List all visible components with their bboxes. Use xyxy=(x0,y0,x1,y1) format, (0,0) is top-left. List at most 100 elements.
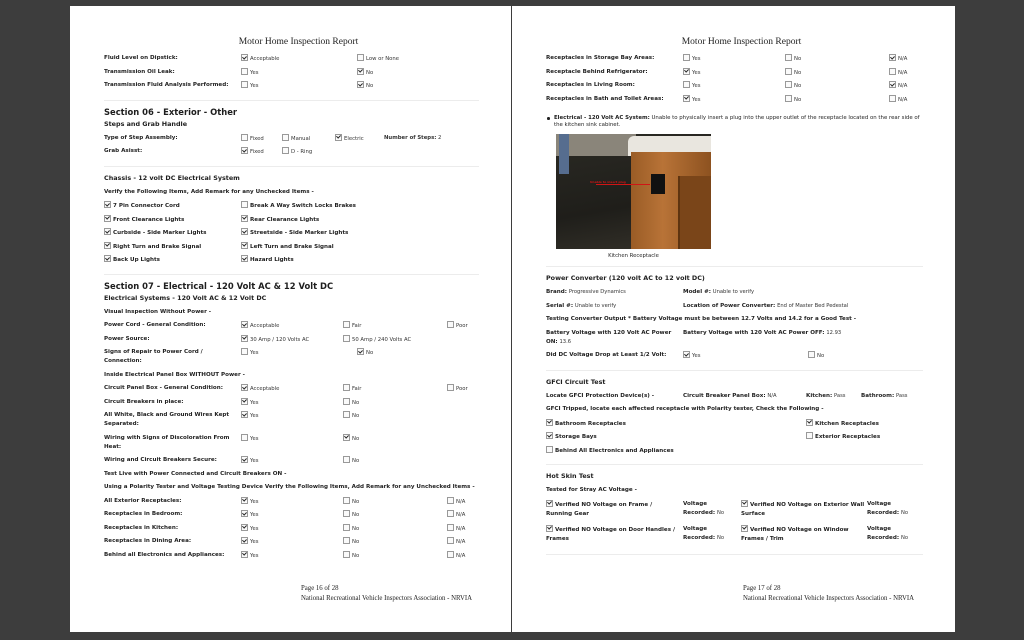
checklist-item[interactable]: Left Turn and Brake Signal xyxy=(241,241,334,252)
checkbox-checked[interactable] xyxy=(104,255,111,263)
checkbox-unchecked[interactable] xyxy=(683,81,690,89)
checkbox-option[interactable]: No xyxy=(343,550,359,561)
checkbox-unchecked[interactable] xyxy=(889,67,896,75)
checkbox-option[interactable]: Poor xyxy=(447,321,468,331)
checkbox-unchecked[interactable] xyxy=(343,550,350,558)
checkbox-option[interactable]: Yes xyxy=(241,411,259,421)
checkbox-option[interactable]: No xyxy=(343,496,359,507)
checkbox-option[interactable]: Poor xyxy=(447,384,468,394)
hot-skin-check[interactable]: Verified NO Voltage on Exterior Wall Sur… xyxy=(741,499,873,519)
kitchen-receptacle-photo[interactable]: Unable to insert plug xyxy=(556,134,711,249)
checkbox-option[interactable]: Yes xyxy=(241,550,259,561)
checkbox-checked[interactable] xyxy=(889,81,896,89)
checklist-item[interactable]: Kitchen Receptacles xyxy=(806,418,879,429)
checkbox-unchecked[interactable] xyxy=(785,81,792,89)
checkbox-option[interactable]: Manual xyxy=(282,133,310,144)
checkbox-unchecked[interactable] xyxy=(785,94,792,102)
checkbox-option[interactable]: Acceptable xyxy=(241,384,279,394)
checkbox-option[interactable]: N/A xyxy=(447,550,465,561)
checklist-item[interactable]: Storage Bays xyxy=(546,432,597,442)
checkbox-option[interactable]: No xyxy=(357,81,373,91)
checkbox-checked[interactable] xyxy=(241,54,248,62)
checkbox-unchecked[interactable] xyxy=(343,537,350,545)
checkbox-option[interactable]: Yes xyxy=(241,81,259,91)
checkbox-option[interactable]: No xyxy=(357,67,373,78)
checkbox-checked[interactable] xyxy=(241,397,248,405)
checklist-item[interactable]: Rear Clearance Lights xyxy=(241,214,319,225)
checkbox-option[interactable]: Low or None xyxy=(357,54,399,64)
checkbox-checked[interactable] xyxy=(241,321,248,329)
checkbox-option[interactable]: No xyxy=(357,348,373,358)
checkbox-unchecked[interactable] xyxy=(282,147,289,155)
checkbox-unchecked[interactable] xyxy=(343,523,350,531)
checkbox-option[interactable]: Acceptable xyxy=(241,321,279,331)
checkbox-unchecked[interactable] xyxy=(241,201,248,209)
checkbox-unchecked[interactable] xyxy=(241,67,248,75)
checkbox-checked[interactable] xyxy=(104,241,111,249)
checkbox-option[interactable]: N/A xyxy=(889,67,907,78)
checkbox-option[interactable]: N/A xyxy=(889,94,907,105)
checkbox-checked[interactable] xyxy=(241,255,248,263)
checkbox-checked[interactable] xyxy=(357,67,364,75)
checkbox-unchecked[interactable] xyxy=(447,384,454,392)
checkbox-unchecked[interactable] xyxy=(447,510,454,518)
checkbox-unchecked[interactable] xyxy=(546,445,553,453)
checkbox-checked[interactable] xyxy=(357,348,364,356)
checkbox-unchecked[interactable] xyxy=(785,67,792,75)
checkbox-checked[interactable] xyxy=(104,201,111,209)
checklist-item[interactable]: Back Up Lights xyxy=(104,255,160,265)
checkbox-checked[interactable] xyxy=(546,418,553,426)
checkbox-unchecked[interactable] xyxy=(889,94,896,102)
checkbox-checked[interactable] xyxy=(357,81,364,89)
checkbox-option[interactable]: No xyxy=(343,456,359,466)
checkbox-checked[interactable] xyxy=(241,228,248,236)
checkbox-option[interactable]: Yes xyxy=(683,67,701,78)
checkbox-unchecked[interactable] xyxy=(343,397,350,405)
checkbox-option[interactable]: Fixed xyxy=(241,133,264,144)
checkbox-option[interactable]: N/A xyxy=(447,523,465,534)
checkbox-unchecked[interactable] xyxy=(343,334,350,342)
checkbox-option[interactable]: No xyxy=(343,433,359,444)
checkbox-option[interactable]: Yes xyxy=(241,496,259,507)
checkbox-option[interactable]: Electric xyxy=(335,133,364,144)
checkbox-option[interactable]: No xyxy=(785,67,801,78)
checkbox-checked[interactable] xyxy=(241,384,248,392)
checkbox-unchecked[interactable] xyxy=(447,321,454,329)
checkbox-checked[interactable] xyxy=(104,228,111,236)
checkbox-option[interactable]: 30 Amp / 120 Volts AC xyxy=(241,334,309,345)
checklist-item[interactable]: Behind All Electronics and Appliances xyxy=(546,445,674,456)
checkbox-unchecked[interactable] xyxy=(343,384,350,392)
checkbox-checked[interactable] xyxy=(335,133,342,141)
checkbox-option[interactable]: Yes xyxy=(241,537,259,547)
checkbox-unchecked[interactable] xyxy=(447,550,454,558)
checkbox-unchecked[interactable] xyxy=(785,54,792,62)
checklist-item[interactable]: 7 Pin Connector Cord xyxy=(104,201,180,211)
checkbox-option[interactable]: Fair xyxy=(343,321,361,331)
checkbox-checked[interactable] xyxy=(241,241,248,249)
checkbox-checked[interactable] xyxy=(241,456,248,464)
checkbox-option[interactable]: Yes xyxy=(241,456,259,466)
checkbox-checked[interactable] xyxy=(741,499,748,507)
checklist-item[interactable]: Right Turn and Brake Signal xyxy=(104,241,201,252)
checkbox-unchecked[interactable] xyxy=(282,133,289,141)
checkbox-checked[interactable] xyxy=(889,54,896,62)
hot-skin-check[interactable]: Verified NO Voltage on Frame / Running G… xyxy=(546,499,678,519)
checkbox-unchecked[interactable] xyxy=(343,321,350,329)
checkbox-checked[interactable] xyxy=(241,550,248,558)
checkbox-unchecked[interactable] xyxy=(343,411,350,419)
checkbox-unchecked[interactable] xyxy=(241,133,248,141)
checkbox-option[interactable]: N/A xyxy=(447,537,465,547)
checklist-item[interactable]: Front Clearance Lights xyxy=(104,214,184,225)
checklist-item[interactable]: Streetside - Side Marker Lights xyxy=(241,228,348,238)
checklist-item[interactable]: Bathroom Receptacles xyxy=(546,418,626,429)
checkbox-option[interactable]: No xyxy=(808,351,824,361)
checkbox-checked[interactable] xyxy=(241,411,248,419)
checkbox-option[interactable]: N/A xyxy=(447,496,465,507)
checkbox-checked[interactable] xyxy=(806,418,813,426)
checkbox-option[interactable]: Yes xyxy=(241,510,259,520)
checkbox-option[interactable]: Yes xyxy=(241,433,259,444)
checkbox-option[interactable]: N/A xyxy=(889,81,907,91)
checkbox-option[interactable]: No xyxy=(343,411,359,421)
checkbox-option[interactable]: No xyxy=(785,81,801,91)
checkbox-unchecked[interactable] xyxy=(683,54,690,62)
